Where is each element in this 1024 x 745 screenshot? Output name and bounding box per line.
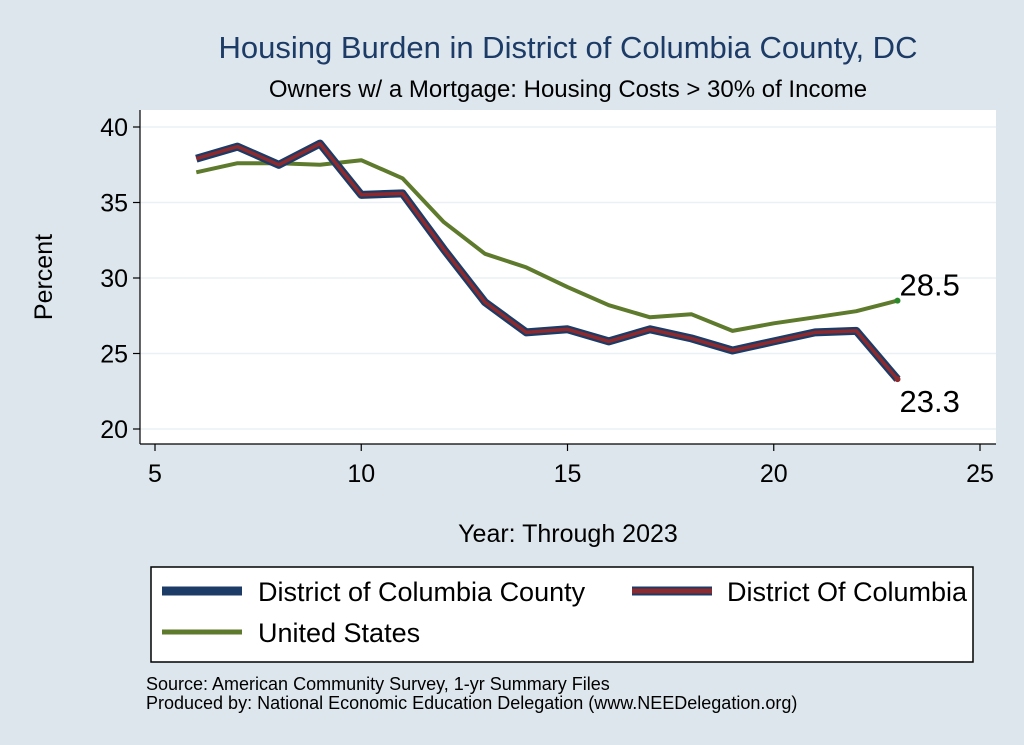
legend-label: District Of Columbia xyxy=(727,577,968,607)
series-line-district-of-columbia xyxy=(195,141,899,381)
x-tick-label: 15 xyxy=(554,460,582,488)
y-tick-label: 25 xyxy=(100,341,128,369)
producer-note: Produced by: National Economic Education… xyxy=(146,693,797,713)
series-lines xyxy=(195,139,901,383)
end-label: 28.5 xyxy=(900,268,960,303)
gridlines xyxy=(140,126,996,430)
x-axis-ticks: 5 10 15 20 25 xyxy=(148,444,994,488)
legend: District of Columbia County District Of C… xyxy=(162,577,968,648)
x-tick-label: 25 xyxy=(966,460,994,488)
legend-label: United States xyxy=(258,618,420,648)
end-labels: 28.5 23.3 xyxy=(900,268,960,420)
y-axis-label: Percent xyxy=(30,234,58,320)
legend-label: District of Columbia County xyxy=(258,577,586,607)
endpoint-district-of-columbia xyxy=(894,376,901,383)
y-axis-ticks: 20 25 30 35 40 xyxy=(100,114,140,444)
y-tick-label: 40 xyxy=(100,114,128,142)
x-tick-label: 20 xyxy=(760,460,788,488)
endpoint-united-states xyxy=(894,297,901,304)
end-label: 23.3 xyxy=(900,384,960,419)
chart-subtitle: Owners w/ a Mortgage: Housing Costs > 30… xyxy=(269,76,867,103)
y-tick-label: 35 xyxy=(100,190,128,218)
source-note: Source: American Community Survey, 1-yr … xyxy=(146,674,610,694)
x-tick-label: 10 xyxy=(347,460,375,488)
chart-title: Housing Burden in District of Columbia C… xyxy=(219,30,918,65)
x-tick-label: 5 xyxy=(148,460,162,488)
y-tick-label: 30 xyxy=(100,265,128,293)
x-axis-label: Year: Through 2023 xyxy=(458,520,678,548)
legend-box xyxy=(150,566,974,663)
y-tick-label: 20 xyxy=(100,416,128,444)
series-line-united-states xyxy=(195,158,898,333)
